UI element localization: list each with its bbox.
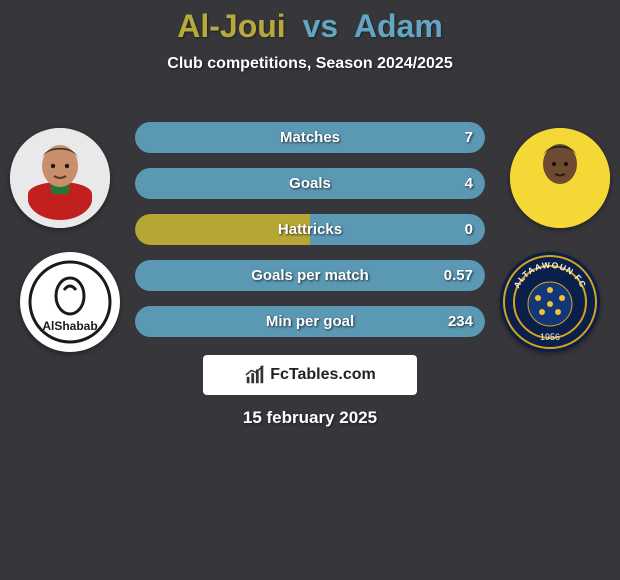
club1-logo-svg: AlShabab: [20, 252, 120, 352]
stat-value-right: 4: [465, 168, 473, 199]
stat-label: Goals per match: [135, 260, 485, 291]
vs-label: vs: [303, 8, 339, 44]
stat-label: Goals: [135, 168, 485, 199]
stat-bars: Matches7Goals4Hattricks0Goals per match0…: [135, 122, 485, 352]
stat-bar: Matches7: [135, 122, 485, 153]
club2-year: 1956: [540, 332, 560, 342]
comparison-card: Al-Joui vs Adam Club competitions, Seaso…: [0, 0, 620, 580]
date: 15 february 2025: [0, 408, 620, 428]
player1-avatar-svg: [10, 128, 110, 228]
watermark-text: FcTables.com: [270, 366, 376, 384]
stat-bar: Goals4: [135, 168, 485, 199]
stat-label: Matches: [135, 122, 485, 153]
chart-icon: [244, 364, 266, 386]
stat-value-right: 0.57: [444, 260, 473, 291]
stat-value-right: 7: [465, 122, 473, 153]
player1-name: Al-Joui: [177, 8, 285, 44]
player2-avatar-svg: [510, 128, 610, 228]
stat-bar: Hattricks0: [135, 214, 485, 245]
stat-label: Hattricks: [135, 214, 485, 245]
player2-photo: [510, 128, 610, 228]
watermark: FcTables.com: [203, 355, 417, 395]
club1-logo: AlShabab: [20, 252, 120, 352]
stat-bar: Goals per match0.57: [135, 260, 485, 291]
club1-label: AlShabab: [42, 319, 97, 333]
subtitle: Club competitions, Season 2024/2025: [0, 55, 620, 73]
club2-logo: ALTAAWOUN FC 1956: [500, 252, 600, 352]
player2-name: Adam: [354, 8, 443, 44]
stat-value-right: 0: [465, 214, 473, 245]
player1-photo: [10, 128, 110, 228]
stat-value-right: 234: [448, 306, 473, 337]
stat-bar: Min per goal234: [135, 306, 485, 337]
club2-logo-svg: ALTAAWOUN FC 1956: [500, 252, 600, 352]
stat-label: Min per goal: [135, 306, 485, 337]
title: Al-Joui vs Adam: [0, 0, 620, 45]
